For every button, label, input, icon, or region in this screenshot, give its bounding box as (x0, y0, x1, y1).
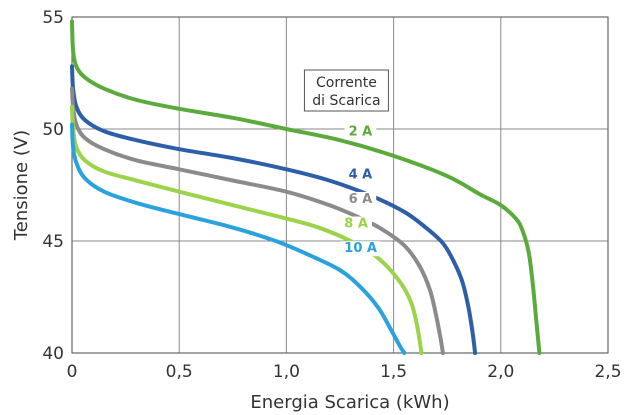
series-line (70, 64, 478, 355)
legend: Corrente di Scarica (303, 69, 389, 112)
series-label-background (340, 216, 372, 232)
x-tick-label: 1,5 (380, 362, 407, 382)
y-tick-label: 50 (42, 120, 64, 140)
plot-frame (71, 16, 609, 354)
series-lines (70, 19, 542, 355)
series-label: 10 A (344, 241, 377, 256)
series-label-background (344, 191, 377, 207)
legend-title-line-1: Corrente (316, 75, 377, 91)
series-label: 2 A (349, 125, 373, 140)
series-label: 8 A (344, 217, 368, 232)
legend-box (303, 69, 389, 112)
series-line (70, 86, 445, 355)
series-line (70, 104, 424, 355)
x-axis-title: Energia Scarica (kWh) (250, 392, 449, 413)
x-tick-label: 2,5 (594, 362, 621, 382)
y-tick-label: 45 (42, 232, 64, 252)
x-tick-label: 1,0 (273, 362, 300, 382)
series-line (70, 19, 542, 355)
x-tick-label: 0 (67, 362, 78, 382)
x-tick-label: 0,5 (166, 362, 193, 382)
series-label-background (344, 167, 377, 183)
tick-labels: 0 0,5 1,0 1,5 2,0 2,5 40 45 50 55 (42, 8, 621, 382)
series-label-background (340, 241, 381, 257)
legend-title-line-2: di Scarica (312, 93, 380, 109)
x-tick-label: 2,0 (487, 362, 514, 382)
series-label-background (344, 124, 377, 140)
series-label: 6 A (349, 192, 373, 207)
y-tick-label: 55 (42, 8, 64, 28)
y-axis-title: Tensione (V) (11, 130, 32, 241)
series-labels: 2 A 4 A 6 A 8 A 10 A (340, 124, 381, 257)
series-line (70, 122, 407, 355)
series-label: 4 A (349, 167, 373, 182)
y-tick-label: 40 (42, 344, 64, 364)
